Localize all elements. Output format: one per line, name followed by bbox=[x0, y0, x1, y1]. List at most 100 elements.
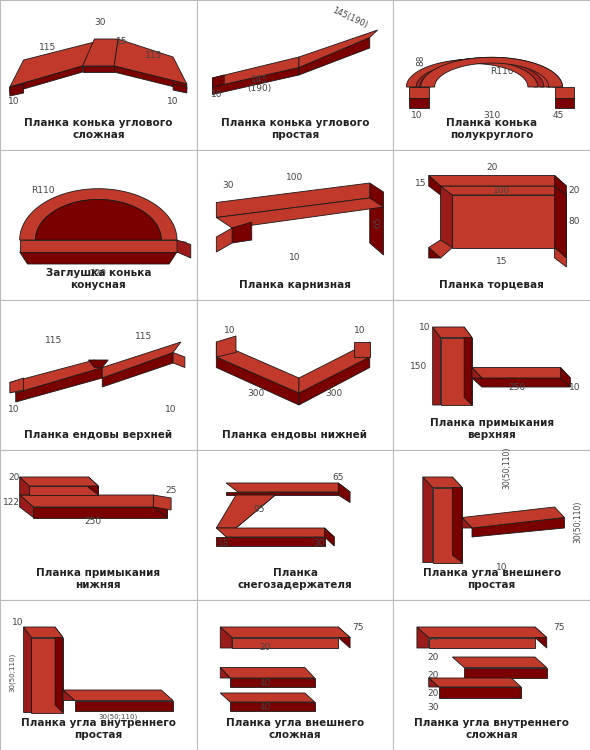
Polygon shape bbox=[217, 342, 299, 393]
Polygon shape bbox=[462, 518, 472, 528]
Text: 300: 300 bbox=[247, 388, 264, 398]
Polygon shape bbox=[114, 66, 187, 90]
Polygon shape bbox=[555, 186, 566, 258]
Polygon shape bbox=[63, 690, 75, 700]
Polygon shape bbox=[220, 668, 230, 678]
Polygon shape bbox=[83, 39, 118, 66]
Polygon shape bbox=[324, 528, 335, 546]
Text: 20: 20 bbox=[427, 670, 438, 680]
Text: Планка
снегозадержателя: Планка снегозадержателя bbox=[238, 568, 352, 590]
Text: R110: R110 bbox=[31, 186, 55, 195]
Polygon shape bbox=[462, 507, 565, 528]
Text: 250: 250 bbox=[509, 382, 526, 392]
Polygon shape bbox=[35, 200, 161, 240]
Polygon shape bbox=[24, 627, 31, 712]
Text: 40: 40 bbox=[260, 680, 271, 688]
Polygon shape bbox=[453, 195, 555, 248]
Polygon shape bbox=[19, 477, 30, 495]
Polygon shape bbox=[63, 690, 173, 700]
Text: 20: 20 bbox=[181, 238, 189, 250]
Text: 80: 80 bbox=[569, 217, 580, 226]
Polygon shape bbox=[31, 638, 63, 712]
Text: 65: 65 bbox=[333, 472, 344, 482]
Polygon shape bbox=[217, 492, 276, 528]
Polygon shape bbox=[10, 42, 94, 87]
Text: R110: R110 bbox=[490, 68, 513, 76]
Polygon shape bbox=[535, 627, 547, 648]
Polygon shape bbox=[432, 327, 472, 338]
Text: 10: 10 bbox=[165, 405, 177, 414]
Text: 20: 20 bbox=[8, 472, 19, 482]
Polygon shape bbox=[299, 357, 370, 405]
Polygon shape bbox=[299, 342, 370, 393]
Text: 10: 10 bbox=[569, 382, 580, 392]
Polygon shape bbox=[177, 240, 191, 258]
Polygon shape bbox=[19, 189, 177, 240]
Polygon shape bbox=[220, 627, 350, 638]
Polygon shape bbox=[10, 378, 24, 393]
Text: Планка угла внутреннего
сложная: Планка угла внутреннего сложная bbox=[414, 718, 569, 740]
Polygon shape bbox=[453, 477, 462, 562]
Polygon shape bbox=[19, 495, 34, 517]
Text: 30(50;110): 30(50;110) bbox=[503, 447, 512, 489]
Polygon shape bbox=[217, 336, 236, 357]
Polygon shape bbox=[429, 638, 535, 648]
Polygon shape bbox=[173, 84, 187, 93]
Polygon shape bbox=[217, 528, 335, 537]
Text: 15: 15 bbox=[496, 256, 507, 265]
Text: 10: 10 bbox=[168, 98, 179, 106]
Text: 30: 30 bbox=[427, 633, 438, 642]
Polygon shape bbox=[220, 627, 232, 648]
Text: 65: 65 bbox=[373, 216, 382, 228]
Polygon shape bbox=[16, 368, 102, 402]
Polygon shape bbox=[217, 357, 299, 405]
Text: 30: 30 bbox=[313, 538, 324, 548]
Polygon shape bbox=[429, 248, 441, 258]
Polygon shape bbox=[55, 627, 63, 712]
Text: Планка конька углового
сложная: Планка конька углового сложная bbox=[24, 118, 173, 140]
Text: 18: 18 bbox=[218, 538, 230, 548]
Polygon shape bbox=[417, 627, 429, 648]
Polygon shape bbox=[417, 58, 556, 87]
Polygon shape bbox=[232, 222, 252, 243]
Text: 88: 88 bbox=[417, 54, 425, 66]
Polygon shape bbox=[429, 678, 438, 687]
Text: 45: 45 bbox=[553, 111, 564, 120]
Polygon shape bbox=[30, 486, 99, 495]
Polygon shape bbox=[173, 352, 185, 368]
Polygon shape bbox=[114, 39, 187, 84]
Text: 100: 100 bbox=[493, 186, 510, 195]
Text: 220: 220 bbox=[90, 268, 107, 278]
Text: 10: 10 bbox=[224, 326, 236, 334]
Polygon shape bbox=[34, 507, 167, 518]
Polygon shape bbox=[438, 687, 521, 698]
Text: Планка конька углового
простая: Планка конька углового простая bbox=[221, 118, 369, 140]
Polygon shape bbox=[232, 638, 338, 648]
Polygon shape bbox=[102, 352, 173, 387]
Polygon shape bbox=[217, 198, 384, 228]
Polygon shape bbox=[429, 176, 566, 186]
Polygon shape bbox=[432, 488, 462, 562]
Polygon shape bbox=[220, 693, 314, 702]
Polygon shape bbox=[212, 57, 299, 87]
Polygon shape bbox=[555, 98, 574, 108]
Polygon shape bbox=[217, 228, 232, 252]
Polygon shape bbox=[421, 57, 562, 87]
Text: 30: 30 bbox=[94, 18, 106, 27]
Polygon shape bbox=[472, 378, 571, 387]
Polygon shape bbox=[220, 668, 314, 678]
Polygon shape bbox=[88, 360, 108, 368]
Text: 10: 10 bbox=[8, 98, 19, 106]
Text: 115: 115 bbox=[135, 332, 152, 340]
Text: 100: 100 bbox=[286, 172, 304, 182]
Text: 145: 145 bbox=[251, 75, 268, 84]
Text: 150: 150 bbox=[410, 362, 428, 370]
Polygon shape bbox=[555, 176, 566, 195]
Text: 10: 10 bbox=[496, 562, 507, 572]
Polygon shape bbox=[409, 87, 429, 98]
Text: Планка примыкания
верхняя: Планка примыкания верхняя bbox=[430, 418, 554, 440]
Polygon shape bbox=[472, 518, 565, 537]
Polygon shape bbox=[299, 30, 378, 68]
Text: 20: 20 bbox=[427, 652, 438, 662]
Polygon shape bbox=[88, 477, 99, 495]
